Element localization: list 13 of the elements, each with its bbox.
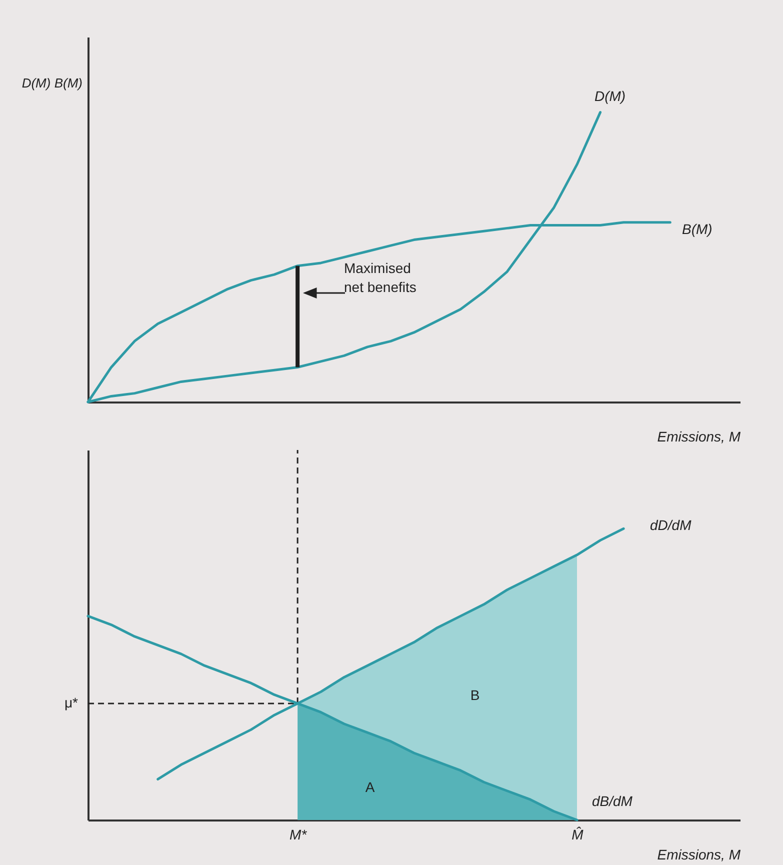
ref-line-label: μ* bbox=[64, 694, 79, 710]
annotation: B bbox=[470, 687, 480, 703]
x-axis-title: Emissions, M bbox=[657, 428, 741, 444]
series-label: B(M) bbox=[682, 221, 712, 237]
annotation: Maximised net benefits bbox=[344, 260, 416, 295]
series-label: dD/dM bbox=[650, 517, 692, 533]
x-axis-title: Emissions, M bbox=[657, 846, 741, 862]
annotation: A bbox=[365, 779, 376, 795]
y-axis-title: D(M) B(M) bbox=[22, 76, 82, 90]
series-label: D(M) bbox=[594, 88, 626, 104]
series-label: dB/dM bbox=[592, 793, 633, 809]
x-tick-label: M̂ bbox=[572, 826, 584, 842]
x-tick-label: M* bbox=[290, 826, 308, 842]
